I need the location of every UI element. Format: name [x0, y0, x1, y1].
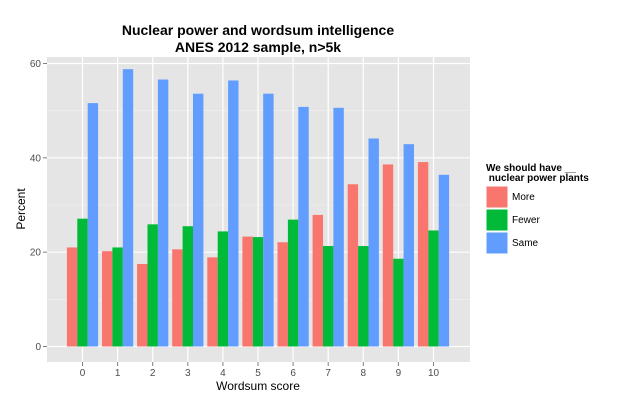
x-axis-title: Wordsum score — [216, 379, 300, 393]
bar-same-6 — [298, 106, 309, 347]
bar-fewer-0 — [77, 218, 88, 347]
y-axis-ticks: 0 20 40 60 — [30, 59, 47, 353]
bar-same-2 — [157, 79, 169, 347]
bar-fewer-5 — [252, 237, 264, 347]
bar-same-7 — [333, 107, 344, 347]
bar-more-10 — [417, 162, 429, 347]
bar-same-0 — [87, 103, 99, 347]
bar-same-8 — [368, 138, 379, 347]
bar-more-3 — [172, 249, 183, 347]
bar-same-3 — [193, 93, 204, 347]
bar-fewer-3 — [182, 226, 193, 347]
x-tick-label: 9 — [396, 368, 402, 379]
legend-label-same: Same — [512, 238, 539, 249]
y-tick-label: 60 — [30, 59, 42, 70]
legend-key-more — [485, 185, 509, 209]
x-tick-label: 2 — [150, 368, 156, 379]
bar-more-1 — [102, 251, 113, 347]
x-tick-label: 5 — [255, 368, 261, 379]
bar-same-4 — [228, 80, 239, 347]
y-tick-label: 40 — [30, 153, 42, 164]
bar-more-9 — [382, 164, 394, 347]
bar-same-10 — [438, 174, 450, 347]
bar-more-4 — [207, 257, 218, 347]
bar-fewer-6 — [287, 219, 299, 347]
bar-more-8 — [347, 184, 359, 347]
y-tick-label: 0 — [35, 342, 41, 353]
legend-title-line-1: We should have __ — [486, 163, 576, 174]
bar-same-9 — [403, 144, 414, 347]
bar-same-5 — [263, 93, 274, 347]
bar-more-6 — [277, 242, 288, 347]
chart-title-line-1: Nuclear power and wordsum intelligence — [122, 22, 394, 38]
bar-fewer-1 — [112, 247, 123, 347]
x-tick-label: 4 — [220, 368, 226, 379]
x-tick-label: 8 — [361, 368, 367, 379]
chart-title-line-2: ANES 2012 sample, n>5k — [175, 39, 341, 55]
x-tick-label: 1 — [115, 368, 121, 379]
bar-fewer-2 — [147, 224, 158, 347]
x-tick-label: 0 — [80, 368, 86, 379]
bars — [66, 69, 450, 347]
x-tick-label: 10 — [428, 368, 440, 379]
bar-more-5 — [242, 236, 253, 347]
x-tick-label: 7 — [325, 368, 331, 379]
legend-key-same — [485, 231, 509, 255]
bar-fewer-7 — [323, 246, 334, 347]
bar-same-1 — [122, 69, 134, 347]
legend-title-line-2: nuclear power plants — [486, 173, 589, 184]
legend-label-fewer: Fewer — [512, 215, 540, 226]
legend-label-more: More — [512, 192, 535, 203]
legend-key-fewer — [485, 208, 509, 232]
bar-fewer-8 — [358, 246, 369, 347]
y-tick-label: 20 — [30, 248, 42, 259]
x-tick-label: 6 — [290, 368, 296, 379]
bar-fewer-10 — [428, 230, 439, 347]
x-tick-label: 3 — [185, 368, 191, 379]
bar-fewer-4 — [217, 231, 229, 347]
bar-more-7 — [312, 214, 323, 347]
bar-more-2 — [137, 263, 148, 347]
bar-more-0 — [66, 247, 78, 347]
y-axis-title: Percent — [14, 188, 28, 230]
x-axis-ticks: 0 1 2 3 4 5 6 7 8 9 10 — [80, 362, 440, 379]
bar-fewer-9 — [393, 258, 404, 347]
legend: We should have __ nuclear power plants M… — [485, 163, 589, 255]
